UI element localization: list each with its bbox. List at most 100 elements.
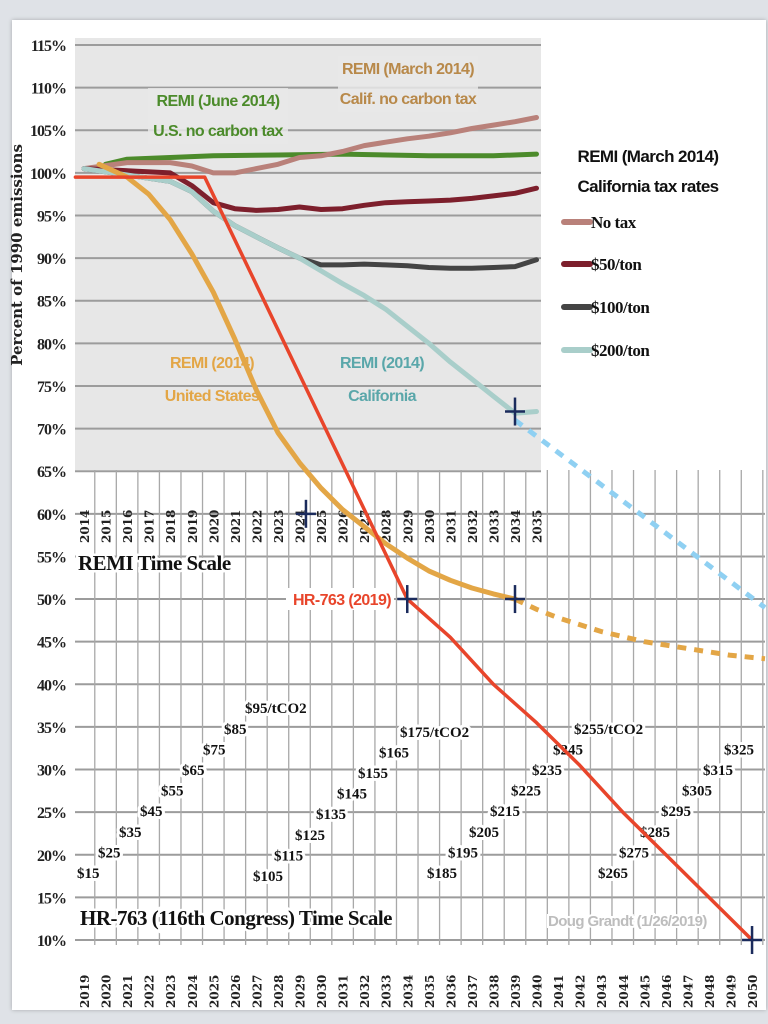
remi-x-tick-label: 2030 [423, 510, 437, 543]
price-label: $205 [469, 825, 499, 841]
y-tick-label: 75% [37, 379, 66, 396]
hr763-x-tick-label: 2044 [617, 975, 631, 1008]
hr763-x-tick-label: 2019 [78, 975, 92, 1008]
hr763-x-tick-label: 2040 [531, 975, 545, 1008]
price-label: $175/tCO2 [400, 725, 469, 741]
hr763-x-tick-label: 2031 [337, 975, 351, 1008]
series-line-remi-us [96, 161, 518, 602]
price-label: $15 [77, 866, 100, 882]
y-tick-label: 10% [37, 933, 66, 950]
remi-x-tick-label: 2026 [337, 510, 351, 543]
y-tick-label: 90% [37, 251, 66, 268]
hr763-x-tick-label: 2046 [660, 975, 674, 1008]
remi-x-tick-label: 2029 [401, 510, 415, 543]
price-label: $255/tCO2 [574, 722, 643, 738]
price-label: $215 [490, 804, 520, 820]
hr763-x-tick-label: 2048 [703, 975, 717, 1008]
price-label: $35 [119, 825, 142, 841]
hr763-x-tick-label: 2042 [574, 975, 588, 1008]
hr763-x-tick-label: 2039 [509, 975, 523, 1008]
price-label: $165 [379, 745, 409, 761]
series-line-remi-us-extension [513, 596, 766, 662]
price-label: $325 [724, 742, 754, 758]
hr763-x-tick-label: 2047 [681, 975, 695, 1008]
remi-x-tick-label: 2014 [78, 510, 92, 543]
annotation-calif-no-tax: Calif. no carbon tax [340, 91, 477, 108]
remi-x-tick-label: 2033 [487, 510, 501, 543]
hr763-x-tick-label: 2045 [638, 975, 652, 1008]
y-tick-label: 35% [37, 720, 66, 737]
annotation-remi-us: REMI (2014) [170, 355, 254, 372]
hr763-x-tick-label: 2050 [746, 975, 760, 1008]
price-label: $265 [598, 866, 628, 882]
price-label: $105 [253, 869, 283, 885]
annotation-remi-us: United States [165, 388, 260, 405]
annotation-background [338, 56, 478, 112]
remi-x-tick-label: 2028 [380, 510, 394, 543]
series-line-us-no-tax [103, 151, 539, 167]
hr763-x-tick-label: 2030 [315, 975, 329, 1008]
remi-x-tick-label: 2024 [294, 510, 308, 543]
price-label: $275 [619, 845, 649, 861]
hr763-x-tick-label: 2022 [143, 975, 157, 1008]
price-label: $305 [682, 784, 712, 800]
series-line-tax-200 [81, 166, 539, 416]
price-label: $25 [98, 845, 121, 861]
price-label: $195 [448, 845, 478, 861]
y-tick-label: 25% [37, 805, 66, 822]
hr763-x-tick-label: 2049 [725, 975, 739, 1008]
hr763-x-tick-label: 2025 [207, 975, 221, 1008]
price-label: $145 [337, 787, 367, 803]
series-line-tax-200-extension [513, 418, 767, 610]
y-tick-label: 110% [31, 81, 66, 98]
hr763-x-tick-label: 2038 [487, 975, 501, 1008]
y-tick-label: 60% [37, 507, 66, 524]
annotation-background [148, 88, 288, 144]
hr763-x-tick-label: 2020 [100, 975, 114, 1008]
legend-item-label: $50/ton [591, 255, 642, 274]
y-tick-label: 50% [37, 592, 66, 609]
remi-x-tick-label: 2025 [315, 510, 329, 543]
annotation-hr763: HR-763 (2019) [293, 592, 391, 609]
annotation-us-no-tax: U.S. no carbon tax [153, 123, 283, 140]
price-label: $225 [511, 784, 541, 800]
cross-marker [295, 499, 316, 528]
hr763-x-tick-label: 2035 [423, 975, 437, 1008]
y-tick-label: 80% [37, 336, 66, 353]
price-label: $65 [182, 763, 205, 779]
hr763-x-tick-label: 2024 [186, 975, 200, 1008]
price-label: $95/tCO2 [245, 701, 307, 717]
hr763-x-tick-label: 2026 [229, 975, 243, 1008]
price-label: $125 [295, 828, 325, 844]
cross-marker [742, 926, 763, 955]
price-label: $85 [224, 722, 247, 738]
price-label: $155 [358, 766, 388, 782]
hr763-x-tick-label: 2037 [466, 975, 480, 1008]
hr763-x-tick-label: 2034 [401, 975, 415, 1008]
y-tick-label: 70% [37, 422, 66, 439]
annotation-background [286, 588, 394, 610]
hr763-x-tick-label: 2033 [380, 975, 394, 1008]
y-tick-label: 100% [30, 166, 66, 183]
y-tick-label: 55% [37, 549, 66, 566]
hr763-time-scale-label: HR-763 (116th Congress) Time Scale [80, 906, 392, 930]
y-tick-label: 85% [37, 294, 66, 311]
legend-title: California tax rates [577, 177, 718, 196]
hr763-x-tick-label: 2027 [250, 975, 264, 1008]
credit-label: Doug Grandt (1/26/2019) [548, 913, 707, 930]
remi-x-tick-label: 2023 [272, 510, 286, 543]
legend-item-label: $200/ton [591, 341, 650, 360]
annotation-remi-ca: REMI (2014) [340, 355, 424, 372]
remi-x-tick-label: 2020 [207, 510, 221, 543]
price-label: $135 [316, 807, 346, 823]
price-label: $55 [161, 784, 184, 800]
hr763-x-tick-label: 2036 [444, 975, 458, 1008]
remi-x-tick-label: 2015 [100, 510, 114, 543]
y-axis-title: Percent of 1990 emissions [8, 144, 26, 366]
remi-x-tick-label: 2034 [509, 510, 523, 543]
y-tick-label: 40% [37, 677, 66, 694]
annotation-us-no-tax: REMI (June 2014) [157, 93, 280, 110]
remi-x-tick-label: 2035 [531, 510, 545, 543]
price-label: $185 [427, 866, 457, 882]
y-tick-label: 20% [37, 848, 66, 865]
